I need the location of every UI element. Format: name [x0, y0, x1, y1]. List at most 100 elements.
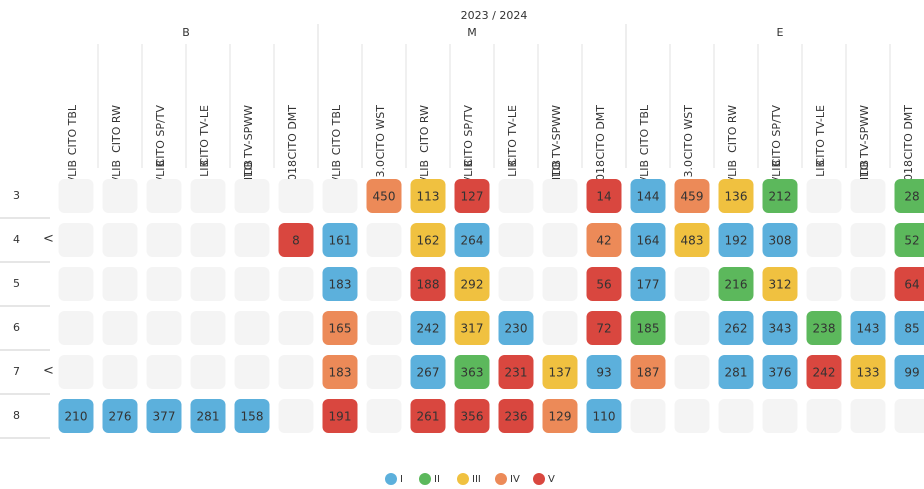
row-label: 5 [13, 277, 20, 290]
empty-cell [542, 223, 578, 257]
score-cell[interactable] [410, 399, 446, 433]
score-cell[interactable] [850, 311, 886, 345]
column-name: CITO TV-LE [506, 105, 519, 165]
score-value: 183 [329, 366, 352, 380]
score-value: 242 [417, 322, 440, 336]
score-value: 165 [329, 322, 352, 336]
score-cell[interactable] [322, 355, 358, 389]
score-cell[interactable] [586, 223, 622, 257]
score-cell[interactable] [102, 399, 138, 433]
score-cell[interactable] [762, 179, 798, 213]
score-cell[interactable] [674, 223, 710, 257]
score-cell[interactable] [894, 355, 924, 389]
score-cell[interactable] [58, 399, 94, 433]
empty-cell [674, 311, 710, 345]
score-cell[interactable] [718, 223, 754, 257]
year-title: 2023 / 2024 [461, 9, 528, 22]
score-cell[interactable] [410, 311, 446, 345]
score-cell[interactable] [850, 355, 886, 389]
empty-cell [674, 355, 710, 389]
score-value: 144 [637, 190, 660, 204]
score-cell[interactable] [718, 311, 754, 345]
score-cell[interactable] [410, 355, 446, 389]
score-cell[interactable] [498, 311, 534, 345]
score-cell[interactable] [454, 179, 490, 213]
column-name: CITO TV-SPWW [550, 105, 563, 188]
score-value: 356 [461, 410, 484, 424]
empty-cell [674, 267, 710, 301]
score-cell[interactable] [762, 355, 798, 389]
score-cell[interactable] [674, 179, 710, 213]
column-name: CITO TV-SPWW [242, 105, 255, 188]
score-cell[interactable] [630, 267, 666, 301]
score-cell[interactable] [190, 399, 226, 433]
row-toggle[interactable]: < [43, 364, 54, 379]
score-cell[interactable] [718, 179, 754, 213]
score-cell[interactable] [718, 267, 754, 301]
score-cell[interactable] [146, 399, 182, 433]
score-cell[interactable] [894, 311, 924, 345]
score-cell[interactable] [762, 311, 798, 345]
legend-swatch [385, 473, 397, 485]
empty-cell [102, 267, 138, 301]
score-cell[interactable] [762, 267, 798, 301]
score-cell[interactable] [322, 223, 358, 257]
score-cell[interactable] [586, 311, 622, 345]
score-cell[interactable] [762, 223, 798, 257]
score-cell[interactable] [454, 355, 490, 389]
score-cell[interactable] [586, 179, 622, 213]
row-toggle[interactable]: < [43, 232, 54, 247]
score-cell[interactable] [410, 267, 446, 301]
score-cell[interactable] [410, 223, 446, 257]
score-cell[interactable] [586, 267, 622, 301]
empty-cell [366, 355, 402, 389]
score-cell[interactable] [586, 399, 622, 433]
score-cell[interactable] [542, 355, 578, 389]
score-cell[interactable] [454, 267, 490, 301]
score-cell[interactable] [894, 267, 924, 301]
score-cell[interactable] [498, 355, 534, 389]
row-label: 3 [13, 189, 20, 202]
score-cell[interactable] [234, 399, 270, 433]
score-cell[interactable] [894, 179, 924, 213]
score-value: 376 [769, 366, 792, 380]
score-cell[interactable] [894, 223, 924, 257]
score-cell[interactable] [498, 399, 534, 433]
empty-cell [542, 179, 578, 213]
empty-cell [234, 179, 270, 213]
score-cell[interactable] [586, 355, 622, 389]
score-cell[interactable] [322, 399, 358, 433]
column-version: 3.0 [374, 160, 387, 178]
score-cell[interactable] [630, 179, 666, 213]
score-cell[interactable] [454, 223, 490, 257]
empty-cell [58, 179, 94, 213]
empty-cell [234, 267, 270, 301]
score-value: 276 [109, 410, 132, 424]
score-cell[interactable] [454, 399, 490, 433]
score-cell[interactable] [322, 267, 358, 301]
score-cell[interactable] [322, 311, 358, 345]
score-value: 242 [813, 366, 836, 380]
empty-cell [366, 399, 402, 433]
score-value: 363 [461, 366, 484, 380]
column-version: LIB [814, 160, 827, 177]
score-cell[interactable] [806, 355, 842, 389]
column-version: LIB [506, 160, 519, 177]
empty-cell [234, 355, 270, 389]
score-cell[interactable] [410, 179, 446, 213]
score-value: 312 [769, 278, 792, 292]
score-cell[interactable] [718, 355, 754, 389]
score-value: 238 [813, 322, 836, 336]
score-cell[interactable] [630, 311, 666, 345]
score-cell[interactable] [454, 311, 490, 345]
empty-cell [498, 179, 534, 213]
score-cell[interactable] [630, 355, 666, 389]
score-cell[interactable] [366, 179, 402, 213]
column-name: CITO DMT [902, 105, 915, 160]
score-cell[interactable] [806, 311, 842, 345]
score-value: 85 [904, 322, 919, 336]
score-value: 158 [241, 410, 264, 424]
score-cell[interactable] [630, 223, 666, 257]
score-cell[interactable] [278, 223, 314, 257]
score-cell[interactable] [542, 399, 578, 433]
